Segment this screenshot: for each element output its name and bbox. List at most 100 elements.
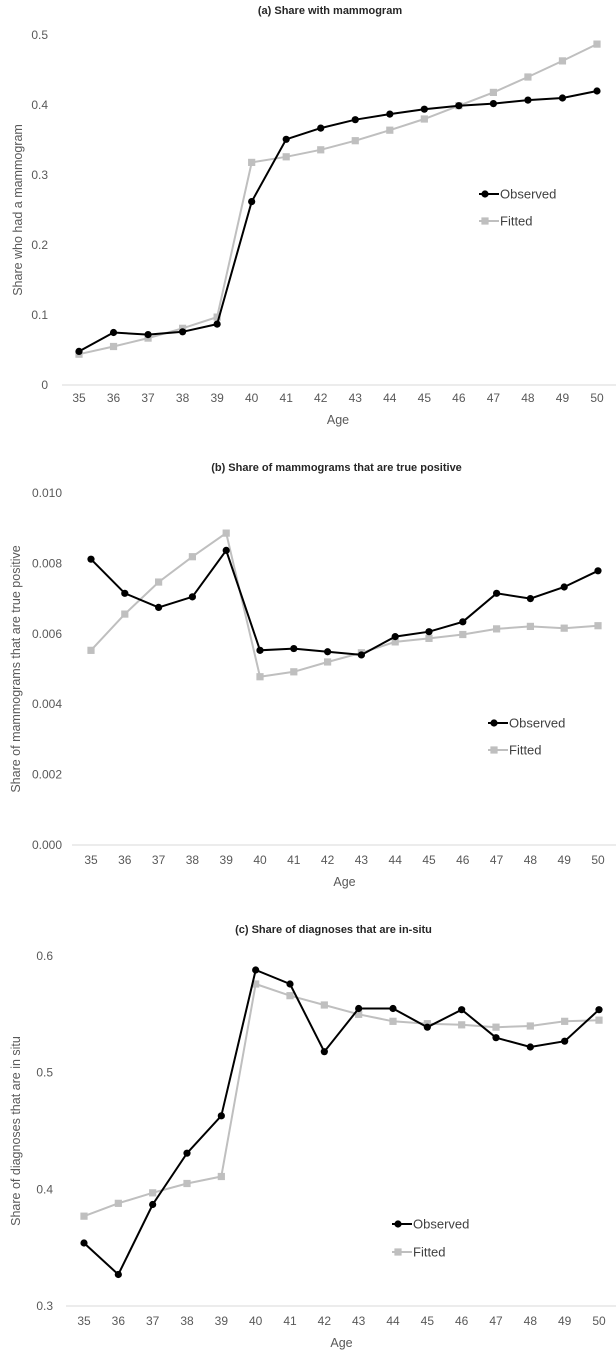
data-point [493, 589, 501, 597]
x-tick-label: 41 [283, 1314, 297, 1328]
legend: Observed Fitted [488, 716, 565, 758]
data-point [524, 73, 532, 81]
y-tick-label: 0.4 [36, 1182, 53, 1196]
data-point [458, 1006, 466, 1014]
data-point [561, 1037, 569, 1045]
x-tick-label: 35 [77, 1314, 91, 1328]
legend-marker [490, 719, 498, 727]
series-fitted [87, 529, 602, 681]
data-point [455, 102, 463, 110]
x-tick-label: 46 [456, 853, 470, 867]
legend-label: Observed [509, 716, 565, 731]
x-tick-label: 45 [421, 1314, 435, 1328]
x-tick-label: 48 [524, 1314, 538, 1328]
data-point [423, 1023, 431, 1031]
x-tick-label: 43 [355, 853, 369, 867]
x-tick-label: 44 [389, 853, 403, 867]
data-point [524, 96, 532, 104]
legend-label: Fitted [413, 1245, 446, 1260]
data-point [459, 630, 467, 639]
data-point [75, 347, 83, 355]
x-tick-label: 37 [141, 391, 155, 405]
x-tick-label: 36 [118, 853, 132, 867]
x-tick-label: 46 [452, 391, 466, 405]
data-point [256, 646, 264, 654]
data-point [183, 1179, 191, 1188]
data-point [560, 624, 568, 632]
legend: Observed Fitted [479, 187, 556, 229]
x-tick-label: 47 [489, 1314, 503, 1328]
legend-label: Observed [413, 1217, 469, 1232]
data-point [317, 124, 325, 132]
x-tick-label: 44 [383, 391, 397, 405]
y-tick-label: 0 [41, 378, 48, 392]
data-point [290, 644, 298, 653]
data-point [593, 87, 601, 95]
x-tick-label: 40 [245, 391, 259, 405]
data-point [324, 648, 332, 656]
y-tick-label: 0.002 [32, 768, 62, 782]
x-tick-label: 37 [152, 853, 166, 867]
data-point [213, 313, 221, 321]
data-point [459, 618, 467, 626]
x-tick-label: 50 [590, 391, 604, 405]
y-tick-label: 0.006 [32, 627, 62, 641]
x-tick-label: 43 [349, 391, 363, 405]
data-point [594, 567, 602, 575]
x-tick-label: 42 [321, 853, 335, 867]
data-point [248, 198, 256, 206]
data-point [489, 100, 497, 108]
data-point [320, 1048, 328, 1056]
y-tick-label: 0.6 [36, 949, 53, 963]
data-point [114, 1270, 122, 1279]
series-line [78, 90, 598, 353]
x-tick-label: 50 [591, 853, 605, 867]
data-point [391, 638, 399, 646]
chart-title: (c) Share of diagnoses that are in-situ [235, 924, 432, 936]
data-point [558, 57, 567, 65]
x-tick-label: 50 [592, 1314, 606, 1328]
data-point [217, 1172, 225, 1181]
data-point [355, 1010, 363, 1018]
data-point [420, 105, 428, 113]
data-point [286, 992, 294, 1000]
data-point [320, 1001, 328, 1009]
legend-label: Observed [500, 187, 556, 202]
legend-marker [394, 1220, 402, 1228]
data-point [149, 1200, 157, 1209]
legend-label: Fitted [509, 743, 542, 758]
data-point [389, 1017, 397, 1025]
y-tick-label: 0.1 [31, 308, 48, 322]
chart-panel: (a) Share with mammogram 0 0.1 0.2 0.3 0.4 0.5… [11, 5, 616, 427]
data-point [355, 1004, 363, 1013]
series-fitted [80, 980, 603, 1220]
data-point [222, 546, 230, 554]
y-tick-label: 0.5 [36, 1066, 53, 1080]
data-point [526, 1022, 534, 1030]
series-line [90, 548, 599, 656]
y-tick-label: 0.010 [32, 486, 62, 500]
x-tick-label: 39 [215, 1314, 229, 1328]
x-tick-label: 44 [386, 1314, 400, 1328]
data-point [317, 146, 325, 154]
data-point [492, 1023, 500, 1031]
data-point [121, 589, 129, 597]
legend: Observed Fitted [392, 1217, 469, 1260]
legend-marker [481, 190, 489, 198]
data-point [179, 328, 187, 336]
data-point [595, 1016, 603, 1024]
data-point [594, 622, 602, 630]
y-tick-label: 0.3 [36, 1299, 53, 1313]
x-tick-label: 48 [521, 391, 535, 405]
data-point [282, 153, 290, 161]
data-point [217, 1112, 225, 1120]
data-point [420, 115, 428, 123]
data-point [458, 1021, 466, 1029]
data-point [109, 342, 118, 351]
x-tick-label: 41 [287, 853, 301, 867]
data-point [324, 658, 332, 666]
series-line [90, 531, 599, 678]
x-tick-label: 48 [524, 853, 538, 867]
data-point [492, 1034, 500, 1042]
x-tick-label: 35 [72, 391, 86, 405]
